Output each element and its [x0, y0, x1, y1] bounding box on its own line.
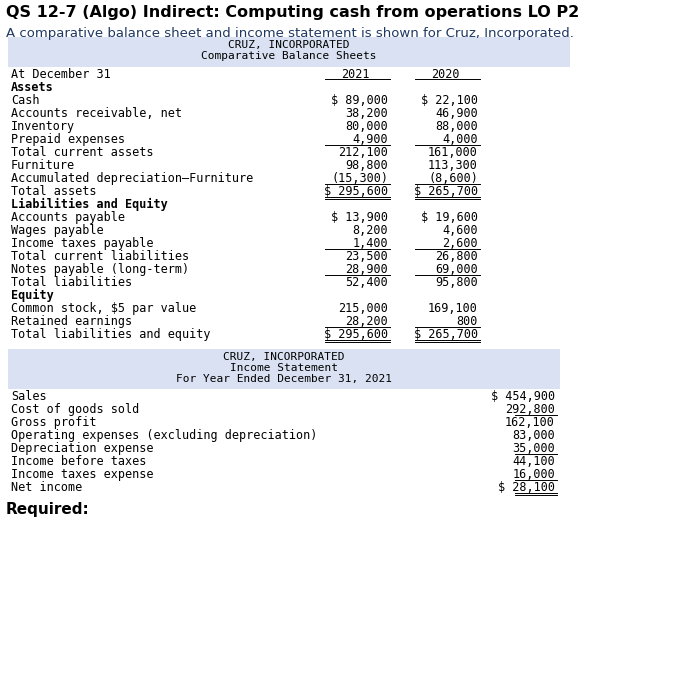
Text: $ 265,700: $ 265,700 [414, 328, 478, 341]
Text: 4,000: 4,000 [442, 133, 478, 146]
Text: (15,300): (15,300) [331, 172, 388, 185]
Text: 113,300: 113,300 [428, 159, 478, 172]
Text: 8,200: 8,200 [352, 224, 388, 237]
Bar [8, 67, 570, 80]
Text: $ 454,900: $ 454,900 [491, 390, 555, 403]
Text: Prepaid expenses: Prepaid expenses [11, 133, 125, 146]
Text: 69,000: 69,000 [435, 263, 478, 276]
Text: 169,100: 169,100 [428, 302, 478, 315]
Text: 212,100: 212,100 [338, 146, 388, 159]
Text: A comparative balance sheet and income statement is shown for Cruz, Incorporated: A comparative balance sheet and income s… [6, 27, 574, 40]
Text: 88,000: 88,000 [435, 120, 478, 133]
Text: Total liabilities: Total liabilities [11, 276, 132, 289]
Text: Total liabilities and equity: Total liabilities and equity [11, 328, 211, 341]
Text: $ 295,600: $ 295,600 [324, 185, 388, 198]
Text: Income before taxes: Income before taxes [11, 455, 146, 468]
Text: Cash: Cash [11, 94, 39, 107]
Text: $ 22,100: $ 22,100 [421, 94, 478, 107]
Text: Assets: Assets [11, 81, 53, 94]
Text: Depreciation expense: Depreciation expense [11, 442, 154, 455]
Text: QS 12-7 (Algo) Indirect: Computing cash from operations LO P2: QS 12-7 (Algo) Indirect: Computing cash … [6, 5, 580, 20]
Text: Common stock, $5 par value: Common stock, $5 par value [11, 302, 196, 315]
Text: 1,400: 1,400 [352, 237, 388, 250]
Text: 35,000: 35,000 [512, 442, 555, 455]
Text: $ 28,100: $ 28,100 [498, 481, 555, 494]
Text: 23,500: 23,500 [345, 250, 388, 263]
Text: Inventory: Inventory [11, 120, 75, 133]
Text: 44,100: 44,100 [512, 455, 555, 468]
Text: Comparative Balance Sheets: Comparative Balance Sheets [201, 51, 376, 61]
Text: CRUZ, INCORPORATED: CRUZ, INCORPORATED [223, 352, 345, 362]
Text: 28,200: 28,200 [345, 315, 388, 328]
Text: 26,800: 26,800 [435, 250, 478, 263]
Text: Income Statement: Income Statement [230, 363, 338, 373]
Text: 28,900: 28,900 [345, 263, 388, 276]
Text: Accounts receivable, net: Accounts receivable, net [11, 107, 182, 120]
Text: 800: 800 [456, 315, 478, 328]
Text: 4,900: 4,900 [352, 133, 388, 146]
Text: $ 19,600: $ 19,600 [421, 211, 478, 224]
Text: Required:: Required: [6, 502, 90, 517]
Text: Gross profit: Gross profit [11, 416, 97, 429]
Text: $ 13,900: $ 13,900 [331, 211, 388, 224]
Text: $ 89,000: $ 89,000 [331, 94, 388, 107]
Text: 4,600: 4,600 [442, 224, 478, 237]
Text: Sales: Sales [11, 390, 47, 403]
Text: $ 295,600: $ 295,600 [324, 328, 388, 341]
Text: Equity: Equity [11, 289, 53, 302]
Text: 2020: 2020 [431, 68, 459, 82]
Text: For Year Ended December 31, 2021: For Year Ended December 31, 2021 [176, 374, 392, 384]
Text: 52,400: 52,400 [345, 276, 388, 289]
Text: Net income: Net income [11, 481, 82, 494]
Text: CRUZ, INCORPORATED: CRUZ, INCORPORATED [228, 40, 350, 50]
Text: 98,800: 98,800 [345, 159, 388, 172]
Text: 2,600: 2,600 [442, 237, 478, 250]
Text: Wages payable: Wages payable [11, 224, 104, 237]
Text: 38,200: 38,200 [345, 107, 388, 120]
Text: Total current assets: Total current assets [11, 146, 154, 159]
Text: Retained earnings: Retained earnings [11, 315, 132, 328]
Text: Total assets: Total assets [11, 185, 97, 198]
Text: Income taxes payable: Income taxes payable [11, 237, 154, 250]
Text: Total current liabilities: Total current liabilities [11, 250, 189, 263]
Text: Notes payable (long-term): Notes payable (long-term) [11, 263, 189, 276]
Text: 2021: 2021 [341, 68, 369, 82]
Text: 16,000: 16,000 [512, 468, 555, 481]
Text: $ 265,700: $ 265,700 [414, 185, 478, 198]
Text: 46,900: 46,900 [435, 107, 478, 120]
Text: 292,800: 292,800 [505, 403, 555, 416]
Text: 215,000: 215,000 [338, 302, 388, 315]
Text: 80,000: 80,000 [345, 120, 388, 133]
Text: 161,000: 161,000 [428, 146, 478, 159]
Bar [8, 37, 570, 67]
Text: Liabilities and Equity: Liabilities and Equity [11, 198, 168, 211]
Text: Cost of goods sold: Cost of goods sold [11, 403, 139, 416]
Text: Operating expenses (excluding depreciation): Operating expenses (excluding depreciati… [11, 429, 318, 442]
Text: 95,800: 95,800 [435, 276, 478, 289]
Text: 83,000: 83,000 [512, 429, 555, 442]
Text: At December 31: At December 31 [11, 68, 111, 82]
Bar [8, 349, 560, 389]
Text: 162,100: 162,100 [505, 416, 555, 429]
Text: Accounts payable: Accounts payable [11, 211, 125, 224]
Text: (8,600): (8,600) [428, 172, 478, 185]
Text: Accumulated depreciation–Furniture: Accumulated depreciation–Furniture [11, 172, 253, 185]
Text: Income taxes expense: Income taxes expense [11, 468, 154, 481]
Text: Furniture: Furniture [11, 159, 75, 172]
